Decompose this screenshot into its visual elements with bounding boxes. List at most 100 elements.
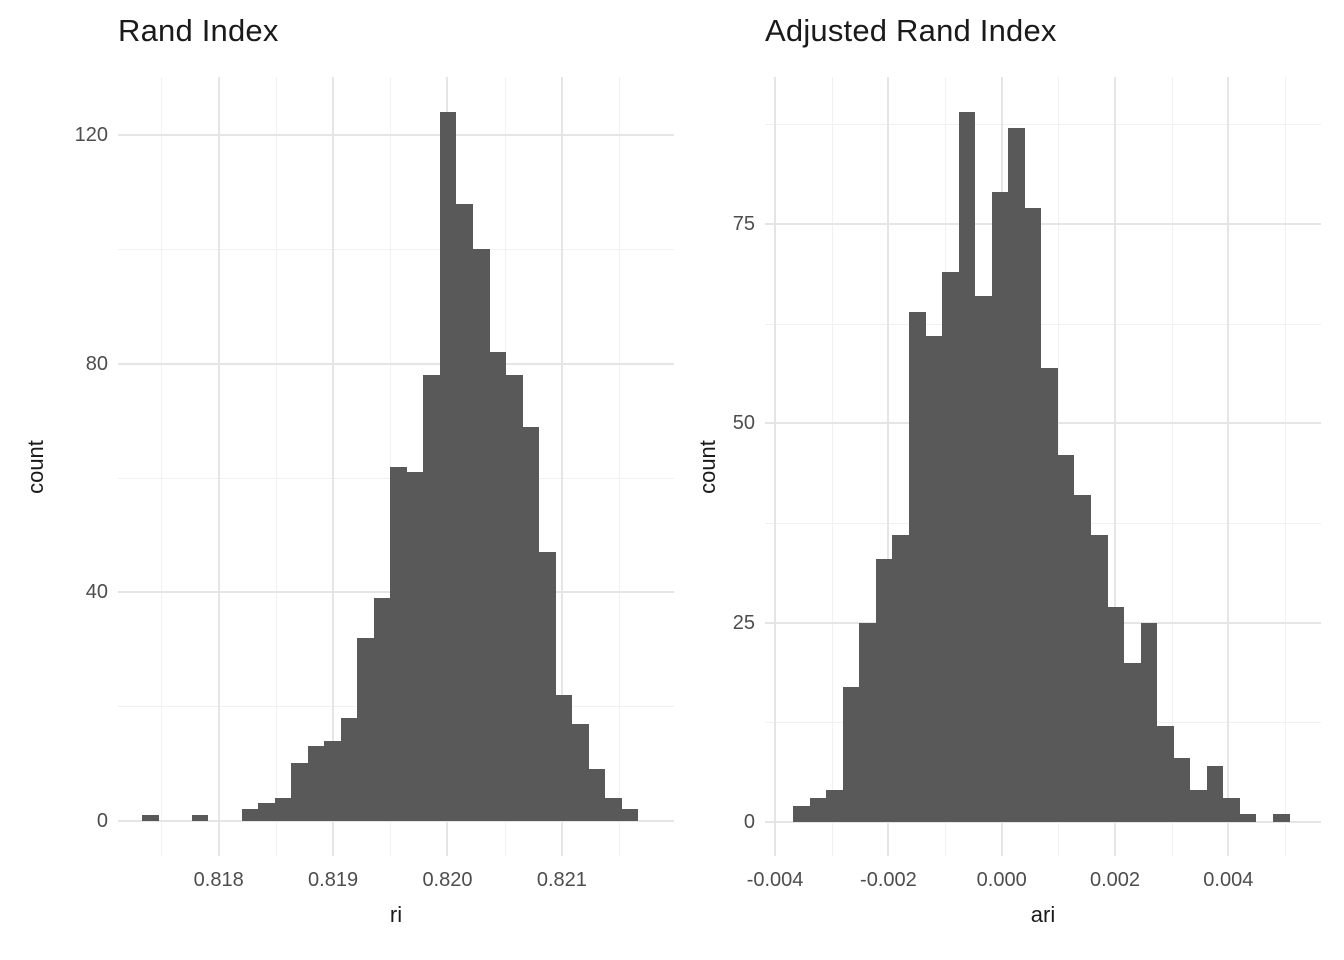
histogram-bar — [1108, 607, 1124, 822]
histogram-bar — [892, 535, 909, 822]
histogram-bar — [843, 687, 859, 822]
gridline-y-major — [118, 820, 674, 822]
histogram-bar — [258, 803, 275, 821]
gridline-x-minor — [1285, 77, 1286, 856]
x-tick-label: 0.819 — [308, 869, 359, 891]
gridline-x-major — [561, 77, 563, 856]
histogram-bar — [589, 769, 605, 821]
histogram-bar — [242, 809, 258, 821]
histogram-bar — [926, 336, 942, 822]
chart-adjusted-rand-index: Adjusted Rand Index count ari 0 25 50 75 -0.… — [672, 0, 1344, 960]
plot-title: Adjusted Rand Index — [765, 13, 1057, 48]
x-axis-title: ri — [389, 902, 403, 927]
histogram-bar — [1008, 128, 1025, 822]
gridline-x-minor — [832, 77, 833, 856]
x-axis-title: ari — [1030, 902, 1056, 927]
histogram-bar — [390, 467, 407, 821]
gridline-y-minor — [118, 249, 674, 250]
histogram-bar — [1141, 623, 1157, 822]
histogram-bar — [942, 272, 959, 822]
gridline-y-major — [118, 134, 674, 136]
plot-title: Rand Index — [118, 13, 279, 48]
gridline-x-major — [218, 77, 220, 856]
histogram-bar — [1174, 758, 1190, 822]
histogram-bar — [909, 312, 926, 822]
histogram-bar — [1273, 814, 1290, 822]
histogram-bar — [1091, 535, 1108, 822]
y-tick-label: 50 — [732, 412, 755, 435]
histogram-bar — [826, 790, 843, 822]
histogram-bar — [859, 623, 876, 822]
chart-rand-index: Rand Index count ri 0 40 80 120 0.818 0.819 0.… — [23, 13, 674, 927]
histogram-bar — [1074, 495, 1091, 822]
plot-panel — [765, 77, 1321, 856]
histogram-bar — [142, 815, 159, 821]
histogram-bar — [506, 375, 523, 821]
histogram-bar — [324, 741, 341, 821]
histogram-bar — [357, 638, 374, 821]
y-tick-label: 0 — [96, 809, 108, 832]
y-tick-label: 80 — [85, 352, 108, 375]
histogram-bar — [622, 809, 638, 821]
histogram-bar — [407, 472, 423, 821]
gridline-y-major — [765, 821, 1321, 823]
histogram-bar — [275, 798, 291, 821]
histogram-bar — [473, 249, 490, 821]
histogram-bar — [456, 204, 473, 821]
x-tick-label: 0.000 — [976, 869, 1027, 891]
gridline-x-minor — [619, 77, 620, 856]
histogram-bar — [539, 552, 556, 821]
gridline-x-major — [1114, 77, 1116, 856]
histogram-bar — [423, 375, 440, 821]
x-tick-label: 0.821 — [536, 869, 587, 891]
histogram-bar — [1124, 663, 1141, 822]
y-axis-title: count — [23, 439, 48, 494]
histogram-bar — [810, 798, 826, 822]
histogram-bar — [605, 798, 622, 821]
histogram-bar — [992, 192, 1008, 822]
histogram-bar — [793, 806, 810, 822]
gridline-y-major — [118, 363, 674, 365]
x-tick-label: -0.004 — [746, 869, 804, 891]
x-tick-label: -0.002 — [860, 869, 917, 891]
histogram-bar — [291, 763, 308, 821]
histogram-bar — [523, 427, 539, 821]
histogram-bar — [556, 695, 572, 821]
histogram-bar — [192, 815, 208, 821]
histogram-bar — [1058, 455, 1074, 822]
plot-panel — [118, 77, 674, 856]
histogram-bar — [1223, 798, 1240, 822]
histogram-bar — [308, 746, 324, 821]
x-tick-label: 0.818 — [193, 869, 244, 891]
y-tick-label: 120 — [74, 124, 108, 147]
histogram-bar — [374, 598, 390, 821]
y-tick-label: 25 — [732, 611, 755, 634]
histogram-bar — [1025, 208, 1041, 822]
y-tick-label: 0 — [743, 811, 755, 834]
gridline-y-major — [765, 223, 1321, 225]
histogram-bar — [341, 718, 357, 821]
gridline-x-major — [1227, 77, 1229, 856]
histogram-bar — [959, 112, 975, 822]
x-tick-label: 0.002 — [1089, 869, 1141, 891]
histogram-bar — [876, 559, 892, 822]
gridline-x-major — [774, 77, 776, 856]
y-tick-label: 40 — [85, 581, 108, 604]
histogram-bar — [1190, 790, 1207, 822]
gridline-x-minor — [390, 77, 391, 856]
histogram-bar — [572, 724, 589, 821]
gridline-x-major — [887, 77, 889, 856]
gridline-x-minor — [1172, 77, 1173, 856]
histogram-bar — [1207, 766, 1223, 822]
gridline-x-minor — [161, 77, 162, 856]
x-tick-label: 0.820 — [422, 869, 473, 891]
gridline-y-minor — [765, 124, 1321, 125]
histogram-bar — [490, 352, 506, 821]
x-tick-label: 0.004 — [1203, 869, 1254, 891]
histogram-bar — [1157, 726, 1174, 822]
histogram-bar — [440, 112, 456, 821]
gridline-x-minor — [276, 77, 277, 856]
histogram-bar — [1240, 814, 1256, 822]
gridline-y-minor — [765, 324, 1321, 325]
